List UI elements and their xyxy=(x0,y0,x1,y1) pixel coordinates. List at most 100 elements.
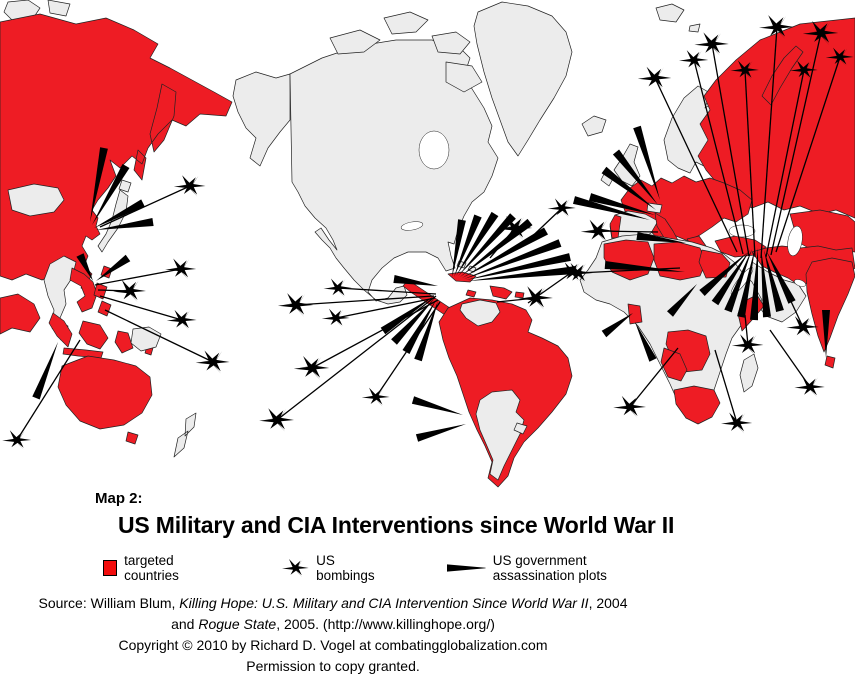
bombing-leader-line xyxy=(99,185,191,228)
assassination-plot-wedge xyxy=(612,149,658,205)
world-map-container xyxy=(0,0,855,488)
bombing-star xyxy=(321,308,350,328)
country-indochina xyxy=(69,267,98,313)
assassination-plot-wedge xyxy=(76,253,93,281)
bombing-star xyxy=(789,60,818,80)
assassination-plot-wedge xyxy=(415,424,466,442)
assassination-plot-wedge xyxy=(452,219,466,277)
map-number-label: Map 2: xyxy=(95,490,143,507)
legend-assassinations-label: US government assassination plots xyxy=(492,553,607,583)
country-iceland xyxy=(581,115,607,137)
bombing-leader-line xyxy=(99,295,183,321)
country-philippines xyxy=(93,282,112,317)
assassination-plot-wedge xyxy=(604,261,685,272)
country-india xyxy=(805,257,855,353)
bombing-leader-line xyxy=(577,267,681,274)
bombing-star xyxy=(802,21,839,46)
bombing-star xyxy=(361,387,390,407)
bombing-star xyxy=(259,408,294,432)
assassination-plot-wedge xyxy=(460,218,533,277)
bombing-star xyxy=(165,258,197,280)
assassination-plot-wedge xyxy=(393,275,438,286)
assassination-plot-wedge xyxy=(94,199,145,228)
country-sri-lanka xyxy=(824,355,836,369)
country-angola xyxy=(660,347,688,382)
assassination-plot-wedge xyxy=(636,232,686,243)
assassination-plot-wedge xyxy=(96,218,154,230)
bombing-star xyxy=(580,219,615,243)
assassination-plot-wedge xyxy=(711,250,750,306)
assassination-plot-wedge xyxy=(601,166,656,210)
bombing-star xyxy=(730,60,759,80)
bombing-star xyxy=(277,293,314,317)
bombing-leader-line xyxy=(654,77,738,253)
bombing-star xyxy=(173,175,206,197)
targeted-countries-swatch xyxy=(103,560,118,576)
bombing-star xyxy=(679,50,709,70)
source-line-3: Copyright © 2010 by Richard D. Vogel at … xyxy=(118,637,548,653)
bombing-leader-line xyxy=(337,287,437,295)
country-svalbard xyxy=(655,3,701,33)
country-india-west-sliver xyxy=(0,293,41,335)
country-russia-china xyxy=(0,13,233,283)
legend: targeted countries US bombings US govern… xyxy=(103,552,663,584)
assassination-plot-wedge xyxy=(667,284,697,317)
assassination-plot-wedge xyxy=(466,253,571,280)
assassination-plot-wedge xyxy=(380,296,434,335)
bombing-leader-line xyxy=(769,329,811,388)
bombing-leader-line xyxy=(16,339,81,441)
assassination-plot-wedge xyxy=(699,252,748,296)
source-line-1: Source: William Blum, Killing Hope: U.S.… xyxy=(38,595,628,611)
assassination-plot-wedge xyxy=(761,249,771,318)
bombing-star xyxy=(496,216,533,240)
sea-caspian-sea xyxy=(787,225,803,257)
bombing-leader-line xyxy=(335,297,436,319)
source-text: Source: William Blum, Killing Hope: U.S.… xyxy=(0,593,666,677)
country-ghana xyxy=(627,303,643,325)
bombing-leader-line xyxy=(311,299,439,369)
world-map xyxy=(0,0,855,488)
bombing-star xyxy=(613,395,646,419)
bombing-star xyxy=(2,430,32,450)
sea-black-sea xyxy=(728,224,756,238)
assassination-plot-wedge xyxy=(601,313,633,338)
legend-bombings-label: US bombings xyxy=(316,553,375,583)
bombing-star xyxy=(786,316,819,338)
bombing-leader-line xyxy=(94,268,182,286)
source-line-4: Permission to copy granted. xyxy=(246,658,420,674)
sea-great-lakes xyxy=(400,221,424,231)
assassination-plot-wedge xyxy=(633,125,660,200)
assassination-plot-wedge xyxy=(92,164,130,225)
country-jamaica xyxy=(465,289,477,298)
bombing-leader-line xyxy=(760,26,778,259)
assassination-plot-wedge xyxy=(573,196,650,220)
country-greenland xyxy=(473,1,573,157)
country-canada-us-mexico xyxy=(289,39,499,305)
bombing-leader-line xyxy=(765,69,805,258)
assassination-plot-wedge xyxy=(402,300,436,354)
bombing-star xyxy=(731,334,764,356)
assassination-plot-wedge xyxy=(456,211,499,276)
bombing-star xyxy=(825,47,854,67)
bombing-leader-line xyxy=(744,314,749,346)
bombing-star xyxy=(323,278,352,298)
country-madagascar xyxy=(739,353,759,393)
country-egypt xyxy=(698,249,731,279)
assassination-plot-wedge xyxy=(462,227,548,278)
country-canadian-arctic xyxy=(329,11,483,93)
assassination-plot-wedge xyxy=(737,248,755,318)
country-sulawesi xyxy=(114,330,134,354)
assassination-plot-wedge xyxy=(767,252,796,304)
bombing-leader-line xyxy=(775,56,841,253)
assassination-line-icon xyxy=(447,564,486,572)
bombing-star xyxy=(637,66,672,90)
assassination-plot-wedge xyxy=(588,193,655,215)
country-borneo xyxy=(78,320,109,350)
assassination-plot-wedge xyxy=(822,310,830,358)
bombing-star xyxy=(195,350,230,374)
bombing-star-icon xyxy=(281,558,309,578)
bombing-leader-line xyxy=(276,295,437,421)
bombing-leader-line xyxy=(104,309,214,363)
bombing-star-glyph xyxy=(281,558,309,578)
source-line-2: and Rogue State, 2005. (http://www.killi… xyxy=(171,616,495,632)
